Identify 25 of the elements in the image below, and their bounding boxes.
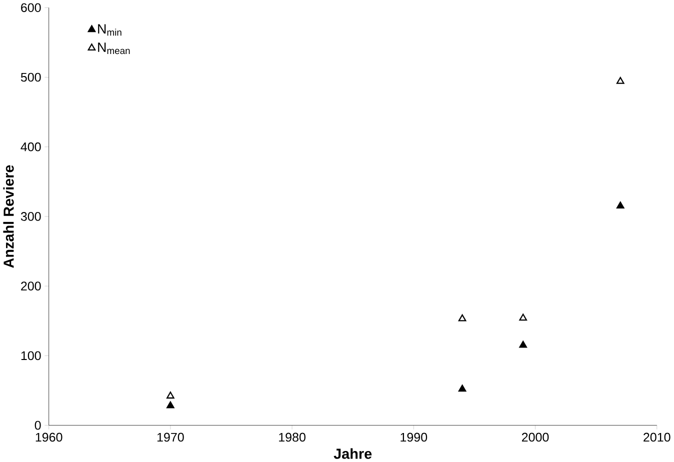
x-tick-label: 1970 bbox=[157, 432, 184, 442]
point bbox=[166, 392, 174, 399]
point bbox=[519, 340, 528, 348]
legend-label: N$_{mean}$ bbox=[98, 42, 130, 54]
x-tick-label: 2010 bbox=[644, 432, 670, 442]
y-tick-label: 0 bbox=[34, 420, 41, 430]
point bbox=[519, 314, 528, 321]
point bbox=[458, 384, 466, 392]
point bbox=[458, 314, 466, 322]
x-tick-label: 1960 bbox=[36, 432, 62, 442]
y-tick-label: 600 bbox=[21, 3, 41, 12]
point bbox=[616, 202, 624, 208]
x-axis-title: Jahre bbox=[334, 448, 372, 459]
y-tick-label: 300 bbox=[20, 212, 41, 221]
y-tick-label: 500 bbox=[20, 72, 41, 82]
y-axis-title: Anzahl Reviere bbox=[3, 165, 14, 268]
legend-label: N$_{min}$ bbox=[98, 24, 122, 36]
point bbox=[616, 76, 624, 84]
x-tick-label: 1980 bbox=[279, 432, 306, 442]
point bbox=[166, 401, 174, 408]
y-tick-label: 400 bbox=[20, 142, 41, 152]
y-tick-label: 200 bbox=[21, 282, 41, 290]
x-tick-label: 2000 bbox=[522, 432, 549, 442]
y-tick-label: 100 bbox=[21, 351, 41, 360]
x-tick-label: 1990 bbox=[400, 432, 428, 442]
